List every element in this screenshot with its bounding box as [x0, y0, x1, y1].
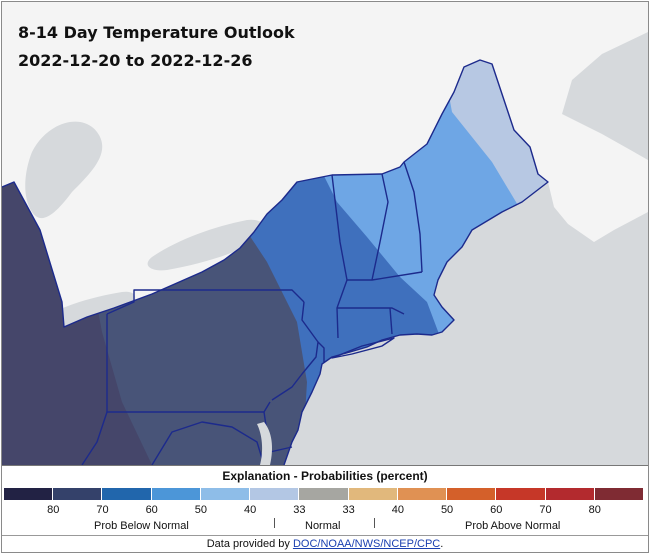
legend-swatch-12	[594, 488, 645, 500]
legend-tick-7: 40	[391, 504, 404, 516]
legend-divider-right	[374, 518, 375, 528]
legend-swatch-3	[151, 488, 201, 500]
legend-swatch-8	[397, 488, 448, 500]
credit-prefix: Data provided by	[206, 538, 290, 550]
legend-swatch-9	[447, 488, 497, 500]
chesapeake-bay	[257, 422, 272, 465]
legend-swatch-11	[545, 488, 595, 500]
legend-tick-9: 60	[490, 504, 503, 516]
outlook-map	[2, 2, 648, 465]
state-boundaries	[2, 59, 549, 465]
legend-tick-labels: 80 70 60 50 40 33 33 40 50 60 70 80	[4, 504, 644, 518]
legend-swatch-2	[102, 488, 152, 500]
lake-ontario	[147, 219, 265, 271]
legend-category-above: Prob Above Normal	[465, 520, 561, 532]
legend-swatch-10	[496, 488, 546, 500]
legend-divider-left	[274, 518, 275, 528]
legend-swatch-4	[200, 488, 251, 500]
legend-tick-4: 40	[244, 504, 257, 516]
legend-tick-3: 50	[194, 504, 208, 516]
legend-swatch-0	[4, 488, 54, 500]
map-title: 8-14 Day Temperature Outlook	[18, 23, 295, 42]
legend-tick-11: 80	[588, 504, 601, 516]
legend-tick-5: 33	[293, 504, 306, 516]
map-date-range: 2022-12-20 to 2022-12-26	[18, 51, 253, 70]
legend-swatch-1	[53, 488, 103, 500]
lake-huron-georgian-bay	[25, 121, 103, 219]
legend-tick-2: 60	[145, 504, 158, 516]
legend-tick-0: 80	[47, 504, 60, 516]
legend-tick-10: 70	[539, 504, 552, 516]
legend-tick-8: 50	[440, 504, 454, 516]
data-credit: Data provided by DOC/NOAA/NWS/NCEP/CPC.	[2, 535, 648, 552]
credit-suffix: .	[440, 538, 444, 550]
legend-swatch-5	[250, 488, 300, 500]
legend-tick-1: 70	[96, 504, 109, 516]
legend-color-bar	[4, 488, 645, 500]
noaa-link[interactable]: DOC/NOAA/NWS/NCEP/CPC	[292, 538, 441, 550]
legend-tick-6: 33	[342, 504, 355, 516]
legend-category-below: Prob Below Normal	[94, 520, 189, 532]
legend-category-normal: Normal	[305, 520, 341, 532]
legend-swatch-7	[348, 488, 398, 500]
legend: Explanation - Probabilities (percent) 80…	[2, 465, 648, 552]
legend-swatch-6	[299, 488, 349, 500]
canada-land	[2, 2, 648, 327]
legend-title: Explanation - Probabilities (percent)	[222, 469, 428, 483]
